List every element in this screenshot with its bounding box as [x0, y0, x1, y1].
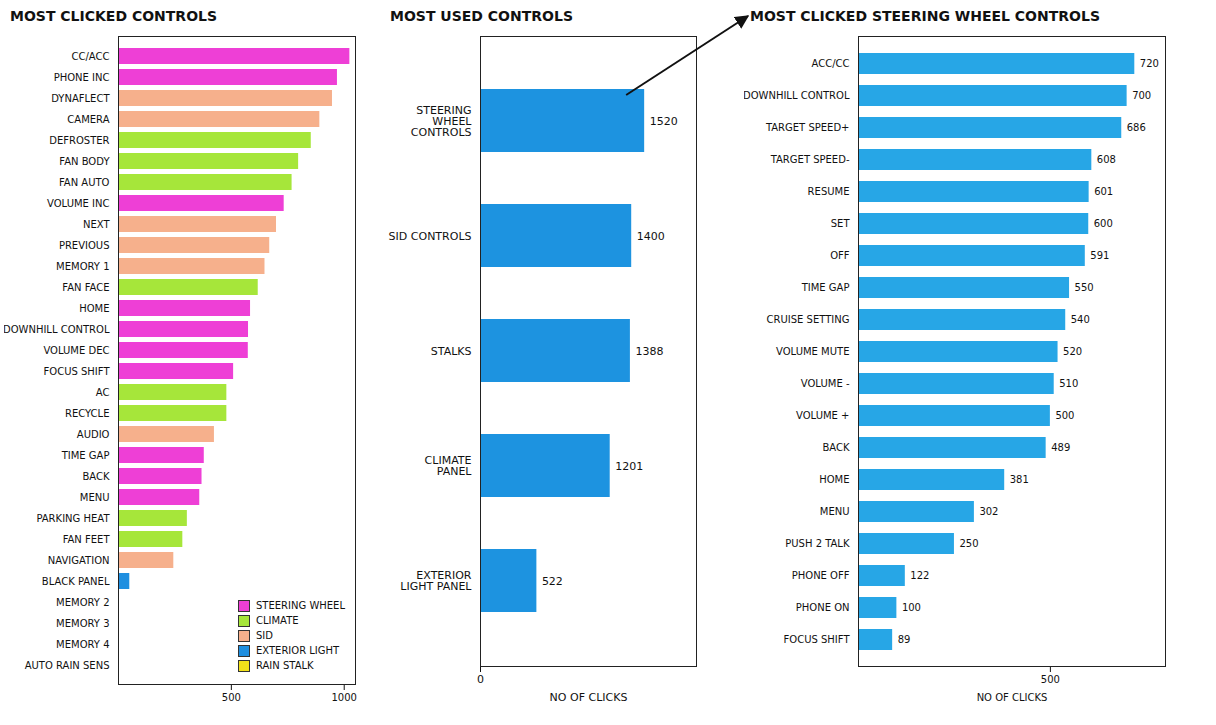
svg-text:550: 550 — [1075, 282, 1094, 293]
svg-text:FAN AUTO: FAN AUTO — [59, 177, 110, 188]
svg-text:PHONE INC: PHONE INC — [54, 72, 110, 83]
svg-text:SET: SET — [831, 218, 851, 229]
svg-text:720: 720 — [1140, 58, 1159, 69]
html-text:SID: SID — [256, 630, 273, 641]
svg-text:SID CONTROLS: SID CONTROLS — [389, 230, 472, 243]
svg-text:1520: 1520 — [650, 115, 678, 128]
svg-text:BLACK PANEL: BLACK PANEL — [42, 576, 110, 587]
svg-text:HOME: HOME — [79, 303, 109, 314]
svg-text:STEERINGWHEELCONTROLS: STEERINGWHEELCONTROLS — [411, 104, 473, 139]
svg-text:1388: 1388 — [635, 345, 663, 358]
svg-text:MEMORY 4: MEMORY 4 — [56, 639, 109, 650]
svg-text:600: 600 — [1094, 218, 1113, 229]
html-text:STEERING WHEEL: STEERING WHEEL — [256, 600, 345, 611]
html-text:CLIMATE: CLIMATE — [256, 615, 299, 626]
svg-text:VOLUME DEC: VOLUME DEC — [43, 345, 109, 356]
svg-text:PHONE OFF: PHONE OFF — [792, 570, 850, 581]
svg-text:500: 500 — [1041, 674, 1060, 685]
svg-text:250: 250 — [959, 538, 978, 549]
svg-text:NO OF CLICKS: NO OF CLICKS — [550, 691, 628, 704]
svg-text:MEMORY 3: MEMORY 3 — [56, 618, 109, 629]
svg-text:PARKING HEAT: PARKING HEAT — [36, 513, 110, 524]
svg-text:122: 122 — [910, 570, 929, 581]
svg-text:489: 489 — [1051, 442, 1070, 453]
svg-text:FAN BODY: FAN BODY — [59, 156, 110, 167]
svg-text:BACK: BACK — [822, 442, 850, 453]
svg-text:PUSH 2 TALK: PUSH 2 TALK — [785, 538, 850, 549]
svg-text:CC/ACC: CC/ACC — [72, 51, 110, 62]
svg-text:NO OF CLICKS: NO OF CLICKS — [977, 692, 1048, 703]
svg-text:100: 100 — [902, 602, 921, 613]
svg-text:FOCUS SHIFT: FOCUS SHIFT — [784, 634, 851, 645]
svg-text:VOLUME MUTE: VOLUME MUTE — [776, 346, 849, 357]
svg-text:686: 686 — [1127, 122, 1146, 133]
svg-text:CRUISE SETTING: CRUISE SETTING — [767, 314, 850, 325]
svg-text:TARGET SPEED-: TARGET SPEED- — [770, 154, 850, 165]
svg-text:STALKS: STALKS — [431, 345, 472, 358]
svg-text:DYNAFLECT: DYNAFLECT — [51, 93, 110, 104]
html-text:MOST CLICKED CONTROLS: MOST CLICKED CONTROLS — [10, 8, 218, 24]
svg-text:DOWNHILL CONTROL: DOWNHILL CONTROL — [4, 324, 110, 335]
svg-text:FOCUS SHIFT: FOCUS SHIFT — [44, 366, 111, 377]
svg-text:MENU: MENU — [820, 506, 850, 517]
svg-text:MENU: MENU — [80, 492, 110, 503]
svg-text:591: 591 — [1090, 250, 1109, 261]
svg-text:FAN FEET: FAN FEET — [63, 534, 111, 545]
svg-text:601: 601 — [1094, 186, 1113, 197]
svg-text:1201: 1201 — [615, 460, 643, 473]
svg-text:BACK: BACK — [82, 471, 110, 482]
svg-text:520: 520 — [1063, 346, 1082, 357]
svg-text:1000: 1000 — [331, 692, 356, 703]
svg-text:HOME: HOME — [819, 474, 849, 485]
svg-text:CAMERA: CAMERA — [67, 114, 109, 125]
html-text:RAIN STALK: RAIN STALK — [256, 660, 314, 671]
svg-text:DEFROSTER: DEFROSTER — [49, 135, 109, 146]
svg-text:MEMORY 1: MEMORY 1 — [56, 261, 109, 272]
svg-text:522: 522 — [542, 575, 563, 588]
svg-text:AUDIO: AUDIO — [77, 429, 110, 440]
html-text:EXTERIOR LIGHT: EXTERIOR LIGHT — [256, 645, 340, 656]
svg-text:EXTERIORLIGHT PANEL: EXTERIORLIGHT PANEL — [400, 569, 472, 593]
svg-text:700: 700 — [1132, 90, 1151, 101]
svg-text:NAVIGATION: NAVIGATION — [48, 555, 110, 566]
svg-text:TARGET SPEED+: TARGET SPEED+ — [765, 122, 850, 133]
svg-text:NEXT: NEXT — [83, 219, 110, 230]
svg-text:VOLUME -: VOLUME - — [801, 378, 850, 389]
svg-text:OFF: OFF — [830, 250, 850, 261]
svg-text:ACC/CC: ACC/CC — [812, 58, 850, 69]
html-text:MOST CLICKED STEERING WHEEL CO: MOST CLICKED STEERING WHEEL CONTROLS — [750, 8, 1100, 24]
svg-text:89: 89 — [898, 634, 911, 645]
svg-text:381: 381 — [1010, 474, 1029, 485]
svg-text:AUTO RAIN SENS: AUTO RAIN SENS — [25, 660, 110, 671]
svg-text:500: 500 — [222, 692, 241, 703]
html-text:MOST USED CONTROLS: MOST USED CONTROLS — [390, 8, 573, 24]
svg-text:VOLUME INC: VOLUME INC — [47, 198, 109, 209]
svg-text:PREVIOUS: PREVIOUS — [59, 240, 110, 251]
svg-text:AC: AC — [96, 387, 110, 398]
svg-text:1400: 1400 — [637, 230, 665, 243]
svg-text:RESUME: RESUME — [808, 186, 850, 197]
svg-text:PHONE ON: PHONE ON — [796, 602, 850, 613]
svg-text:540: 540 — [1071, 314, 1090, 325]
svg-text:MEMORY 2: MEMORY 2 — [56, 597, 109, 608]
svg-text:510: 510 — [1059, 378, 1078, 389]
svg-text:302: 302 — [979, 506, 998, 517]
svg-text:TIME GAP: TIME GAP — [801, 282, 850, 293]
svg-text:VOLUME +: VOLUME + — [796, 410, 849, 421]
svg-text:0: 0 — [477, 673, 484, 686]
svg-text:CLIMATEPANEL: CLIMATEPANEL — [425, 454, 473, 478]
svg-text:500: 500 — [1055, 410, 1074, 421]
svg-text:608: 608 — [1097, 154, 1116, 165]
svg-text:FAN FACE: FAN FACE — [62, 282, 109, 293]
svg-text:TIME GAP: TIME GAP — [61, 450, 110, 461]
svg-text:RECYCLE: RECYCLE — [65, 408, 110, 419]
svg-text:DOWNHILL CONTROL: DOWNHILL CONTROL — [744, 90, 850, 101]
